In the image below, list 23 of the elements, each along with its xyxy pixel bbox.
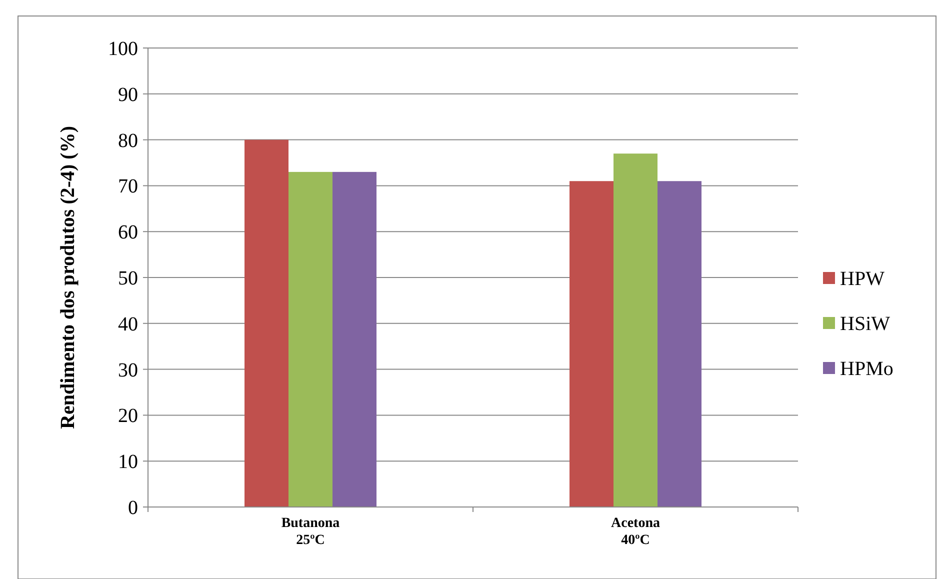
y-tick-label: 70 (118, 176, 138, 198)
legend-label: HPW (840, 268, 885, 290)
y-tick-label: 40 (118, 313, 138, 336)
bar (332, 172, 376, 507)
y-tick-label: 90 (118, 84, 138, 106)
x-tick-label: Butanona 25ºC (281, 516, 340, 548)
y-tick-label: 30 (118, 359, 138, 382)
y-tick-label: 100 (108, 38, 138, 60)
y-axis-title: Rendimento dos produtos (2-4) (%) (57, 126, 79, 429)
x-tick-label: Acetona 40ºC (611, 516, 660, 548)
bar (244, 140, 288, 507)
bar (614, 154, 658, 507)
bar (658, 181, 702, 507)
legend-label: HSiW (840, 313, 890, 335)
y-tick-label: 10 (118, 451, 138, 474)
bar (570, 181, 614, 507)
y-tick-label: 60 (118, 222, 138, 244)
y-tick-label: 0 (128, 497, 138, 519)
y-tick-label: 50 (118, 268, 138, 290)
legend-label: HPMo (840, 358, 894, 380)
bar (288, 172, 332, 507)
y-tick-label: 80 (118, 130, 138, 152)
y-tick-label: 20 (118, 405, 138, 428)
